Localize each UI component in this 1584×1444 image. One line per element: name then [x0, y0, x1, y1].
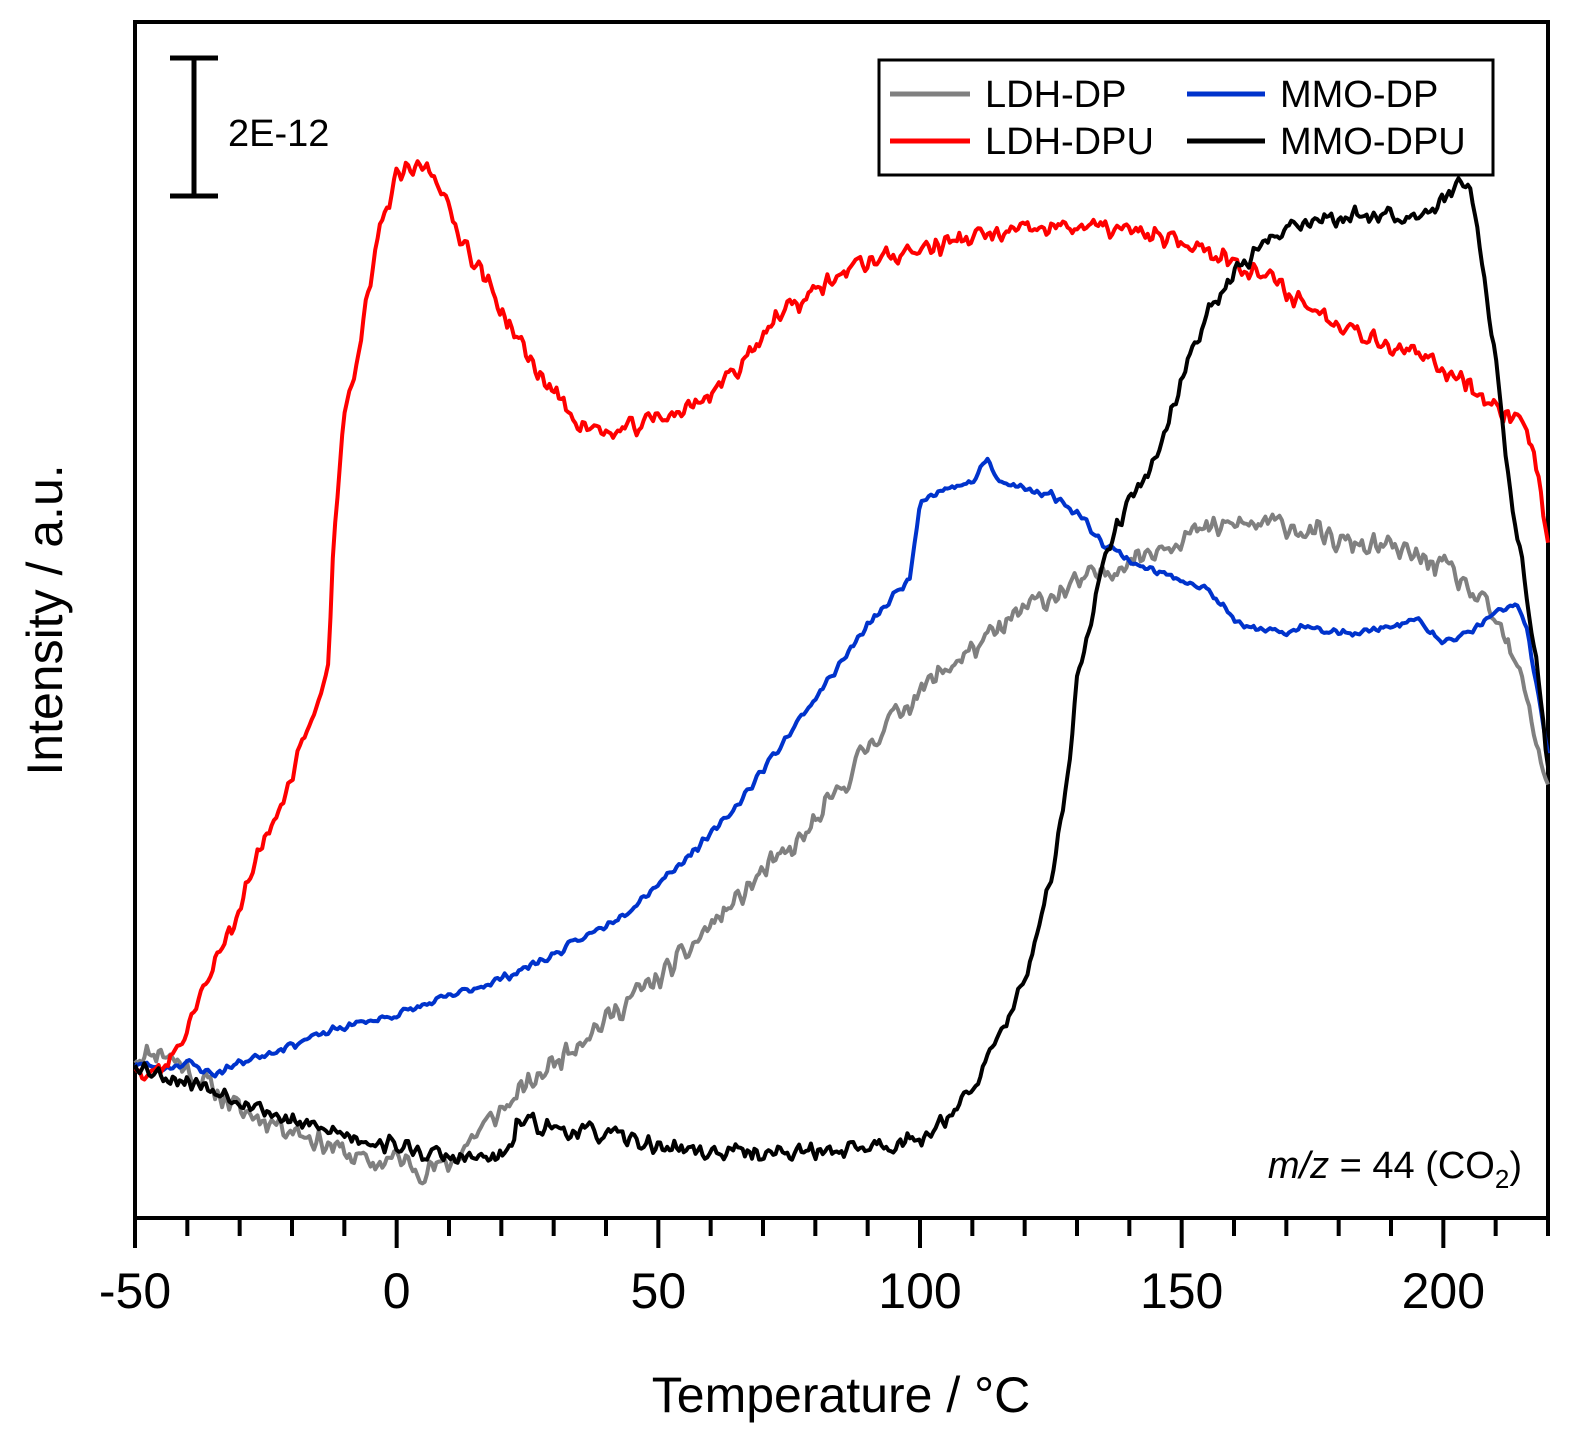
- legend: LDH-DP MMO-DP LDH-DPU MMO-DPU: [877, 58, 1495, 177]
- x-tick-label: 150: [1140, 1263, 1223, 1319]
- mz-annotation-close: ): [1509, 1145, 1522, 1187]
- x-tick-label: 100: [878, 1263, 961, 1319]
- legend-label-mmo-dpu: MMO-DPU: [1280, 121, 1466, 163]
- x-tick-label: -50: [99, 1263, 171, 1319]
- series-line-ldh-dp: [133, 512, 1550, 1186]
- scale-bar: 2E-12: [170, 55, 329, 199]
- y-axis-title: Intensity / a.u.: [17, 464, 73, 775]
- x-axis-title: Temperature / °C: [652, 1367, 1030, 1423]
- legend-box: [877, 58, 1495, 177]
- mz-annotation-prefix: m/z: [1268, 1145, 1329, 1187]
- legend-label-mmo-dp: MMO-DP: [1280, 74, 1438, 116]
- x-tick-label: 0: [383, 1263, 411, 1319]
- legend-label-ldh-dpu: LDH-DPU: [985, 121, 1154, 163]
- x-tick-label: 200: [1402, 1263, 1485, 1319]
- series-line-ldh-dpu: [133, 159, 1550, 1082]
- scale-bar-label: 2E-12: [228, 113, 329, 155]
- series-line-mmo-dp: [134, 456, 1550, 1079]
- x-axis-tick-labels: -50 0 50 100 150 200: [99, 1263, 1485, 1319]
- legend-label-ldh-dp: LDH-DP: [985, 74, 1126, 116]
- x-axis-ticks: [133, 1218, 1550, 1248]
- x-tick-label: 50: [631, 1263, 687, 1319]
- series-line-mmo-dpu: [133, 176, 1550, 1165]
- mz-annotation-subscript: 2: [1495, 1164, 1509, 1194]
- mz-annotation: m/z = 44 (CO2): [1268, 1145, 1522, 1194]
- plot-frame: [133, 20, 1550, 1220]
- mz-annotation-text: = 44 (CO: [1329, 1145, 1495, 1187]
- series-layer: [133, 159, 1550, 1186]
